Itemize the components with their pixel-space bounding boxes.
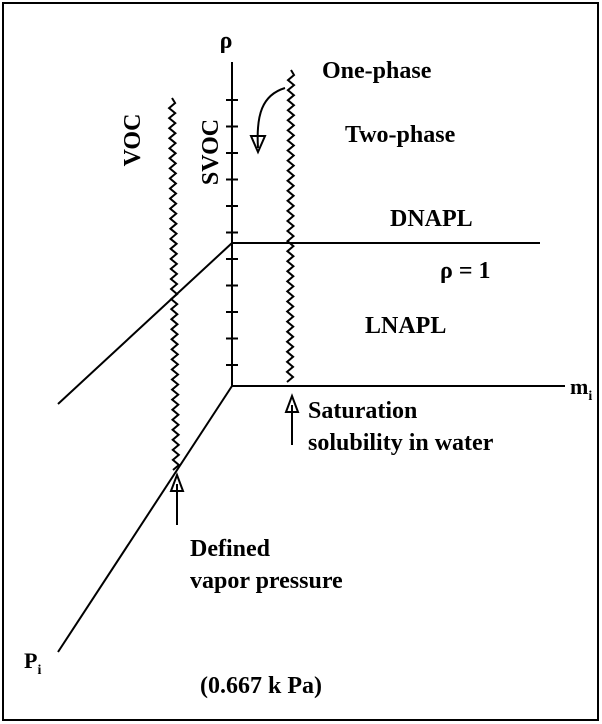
p-axis — [57, 385, 233, 653]
solubility: solubility in water — [308, 430, 494, 456]
ticks — [226, 99, 238, 366]
voc-boundary — [167, 97, 181, 471]
p-label: Pi — [24, 648, 41, 678]
m-label: mi — [570, 374, 592, 404]
arrowhead — [284, 393, 300, 413]
voc-label: VOC — [120, 114, 146, 167]
m: m — [570, 374, 588, 399]
arrowhead — [169, 472, 185, 492]
lnapl: LNAPL — [365, 313, 446, 339]
defined: Defined — [190, 536, 271, 562]
two-phase: Two-phase — [345, 122, 456, 148]
rho-one: ρ = 1 — [440, 258, 491, 284]
pressure-value: (0.667 k Pa) — [200, 673, 322, 699]
rho-one-diagonal — [57, 242, 233, 405]
svoc-boundary — [285, 69, 296, 383]
p-sub: i — [37, 663, 41, 678]
dnapl: DNAPL — [390, 206, 473, 232]
saturation: Saturation — [308, 398, 417, 424]
vapor-pressure: vapor pressure — [190, 568, 343, 594]
one-phase: One-phase — [322, 58, 432, 84]
p: P — [24, 648, 37, 673]
rho-label: ρ — [220, 28, 233, 54]
svoc-label: SVOC — [198, 119, 224, 185]
m-sub: i — [588, 389, 592, 404]
arrowhead — [249, 135, 267, 155]
arrow — [256, 87, 286, 149]
